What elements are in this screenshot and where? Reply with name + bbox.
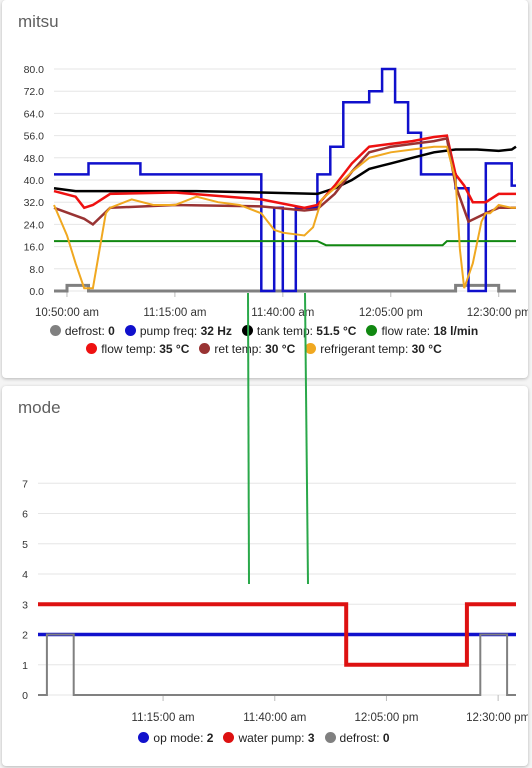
mode-legend: op mode: 2 water pump: 3 defrost: 0	[2, 729, 528, 747]
chart1-y-tick-label: 64.0	[24, 108, 45, 120]
chart2-x-tick-label: 12:05:00 pm	[354, 712, 418, 724]
legend-value: 35 °C	[159, 342, 190, 356]
legend-dot-icon	[124, 325, 136, 336]
legend-label: op mode:	[153, 731, 207, 745]
chart1-x-tick-label: 12:30:00 pm	[467, 307, 528, 319]
legend-label: defrost:	[339, 731, 383, 745]
legend-value: 51.5 °C	[316, 324, 357, 338]
legend-value: 30 °C	[265, 342, 296, 356]
chart1-y-tick-label: 80.0	[24, 64, 45, 76]
chart2-y-tick-label: 3	[22, 599, 28, 611]
mode-chart: 0 1 2 3 4 5 6 7 11:15:00 am 11:40:00 am 12:05:00 p…	[22, 478, 528, 724]
chart1-y-tick-label: 40.0	[24, 175, 45, 187]
legend-dot-icon	[199, 343, 211, 354]
chart1-legend-item-pump-freq[interactable]: pump freq: 32 Hz	[124, 322, 232, 340]
chart2-series-water-pump	[38, 602, 516, 667]
legend-dot-icon	[49, 325, 61, 336]
legend-dot-icon	[241, 325, 253, 336]
legend-label: tank temp:	[256, 324, 317, 338]
legend-label: flow rate:	[381, 324, 434, 338]
mode-card: mode 0 1 2 3 4 5 6 7 11:15:00 am 11:40:00 am 12:05…	[2, 386, 528, 766]
chart1-series-flow-temp	[53, 134, 516, 210]
mitsu-card: mitsu 0.0 8.0 16.0 24.0 32.0 40.0 48.0 56.0 64.0…	[2, 0, 528, 378]
chart1-y-tick-label: 16.0	[24, 242, 45, 254]
mitsu-legend: defrost: 0 pump freq: 32 Hz tank temp: 51.…	[2, 322, 528, 358]
legend-dot-icon	[86, 343, 98, 354]
legend-value: 32 Hz	[200, 324, 232, 338]
legend-value: 0	[382, 731, 390, 745]
chart1-legend-item-flow-temp[interactable]: flow temp: 35 °C	[86, 340, 189, 358]
chart2-y-tick-label: 1	[22, 660, 28, 672]
chart1-y-tick-label: 0.0	[29, 286, 44, 298]
chart1-y-tick-label: 72.0	[24, 86, 45, 98]
chart1-x-tick-label: 11:15:00 am	[143, 307, 206, 319]
mitsu-chart: 0.0 8.0 16.0 24.0 32.0 40.0 48.0 56.0 64.0 72.0 80…	[24, 64, 528, 319]
legend-dot-icon	[324, 732, 336, 743]
legend-value: 3	[307, 731, 315, 745]
card-title-mode: mode	[18, 398, 61, 417]
legend-label: water pump:	[238, 731, 308, 745]
legend-label: defrost:	[64, 324, 109, 338]
legend-dot-icon	[223, 732, 235, 743]
card-title-mitsu: mitsu	[18, 12, 59, 31]
chart2-x-tick-label: 12:30:00 pm	[466, 712, 528, 724]
legend-label: flow temp:	[101, 342, 160, 356]
chart1-legend-item-flow-rate[interactable]: flow rate: 18 l/min	[366, 322, 478, 340]
legend-dot-icon	[138, 732, 150, 743]
legend-label: pump freq:	[139, 324, 201, 338]
chart2-legend-item-op-mode[interactable]: op mode: 2	[138, 729, 213, 747]
chart2-x-tick-label: 11:15:00 am	[132, 712, 195, 724]
chart1-series-refrigerant-temp	[53, 145, 516, 290]
chart1-x-tick-label: 10:50:00 am	[35, 307, 99, 319]
chart1-legend-item-ret-temp[interactable]: ret temp: 30 °C	[199, 340, 295, 358]
legend-value: 2	[206, 731, 214, 745]
chart1-x-tick-label: 11:40:00 am	[251, 307, 314, 319]
legend-label: refrigerant temp:	[320, 342, 412, 356]
chart2-x-tick-label: 11:40:00 am	[243, 712, 306, 724]
chart1-series-tank-temp	[53, 145, 517, 196]
legend-dot-icon	[366, 325, 378, 336]
chart1-y-tick-label: 32.0	[24, 197, 45, 209]
chart1-legend-item-defrost[interactable]: defrost: 0	[49, 322, 115, 340]
chart1-y-tick-label: 24.0	[24, 219, 45, 231]
chart2-y-tick-label: 4	[22, 569, 28, 581]
chart1-series-flow-rate	[54, 240, 516, 247]
chart2-legend-item-water-pump[interactable]: water pump: 3	[223, 729, 315, 747]
legend-value: 0	[108, 324, 115, 338]
chart2-legend-item-defrost[interactable]: defrost: 0	[324, 729, 390, 747]
chart1-y-tick-label: 48.0	[24, 153, 45, 165]
chart1-legend-item-refrigerant-temp[interactable]: refrigerant temp: 30 °C	[305, 340, 442, 358]
legend-label: ret temp:	[214, 342, 266, 356]
legend-value: 18 l/min	[433, 324, 479, 338]
legend-dot-icon	[305, 343, 317, 354]
chart1-y-tick-label: 56.0	[24, 131, 45, 143]
chart1-series-ret-temp	[53, 136, 516, 226]
chart2-y-tick-label: 5	[22, 539, 28, 551]
chart1-y-tick-label: 8.0	[29, 264, 44, 276]
chart2-y-tick-label: 7	[22, 478, 28, 490]
chart2-y-tick-label: 0	[22, 690, 28, 702]
legend-value: 30 °C	[411, 342, 442, 356]
chart2-y-tick-label: 2	[22, 630, 28, 642]
chart2-y-tick-label: 6	[22, 509, 28, 521]
chart1-legend-item-tank-temp[interactable]: tank temp: 51.5 °C	[241, 322, 357, 340]
chart1-x-tick-label: 12:05:00 pm	[359, 307, 423, 319]
chart2-series-defrost	[38, 633, 516, 696]
